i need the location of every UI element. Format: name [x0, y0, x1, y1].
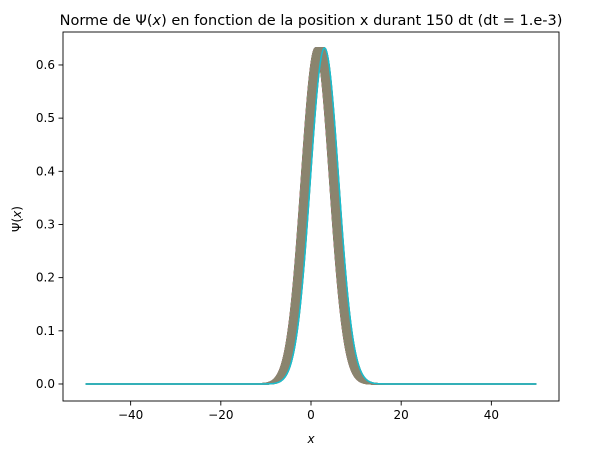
y-tick-label: 0.1: [36, 324, 55, 338]
y-tick-label: 0.6: [36, 58, 55, 72]
y-tick-label: 0.2: [36, 271, 55, 285]
curves: [85, 47, 537, 385]
y-tick-label: 0.5: [36, 111, 55, 125]
x-tick-label: 40: [484, 408, 499, 422]
x-tick-label: 0: [307, 408, 315, 422]
y-tick-label: 0.4: [36, 164, 55, 178]
y-axis-label: Ψ(x): [10, 206, 24, 232]
y-tick-label: 0.3: [36, 217, 55, 231]
x-tick-label: −20: [208, 408, 233, 422]
y-axis: 0.0 0.1 0.2 0.3 0.4 0.5 0.6: [36, 58, 63, 391]
x-tick-label: −40: [118, 408, 143, 422]
x-axis: −40 −20 0 20 40: [118, 401, 499, 422]
y-tick-label: 0.0: [36, 377, 55, 391]
x-axis-label: x: [306, 432, 315, 446]
x-tick-label: 20: [394, 408, 409, 422]
psi-curve-150: [85, 47, 537, 385]
chart-title: Norme de Ψ(x) en fonction de la position…: [60, 13, 563, 29]
